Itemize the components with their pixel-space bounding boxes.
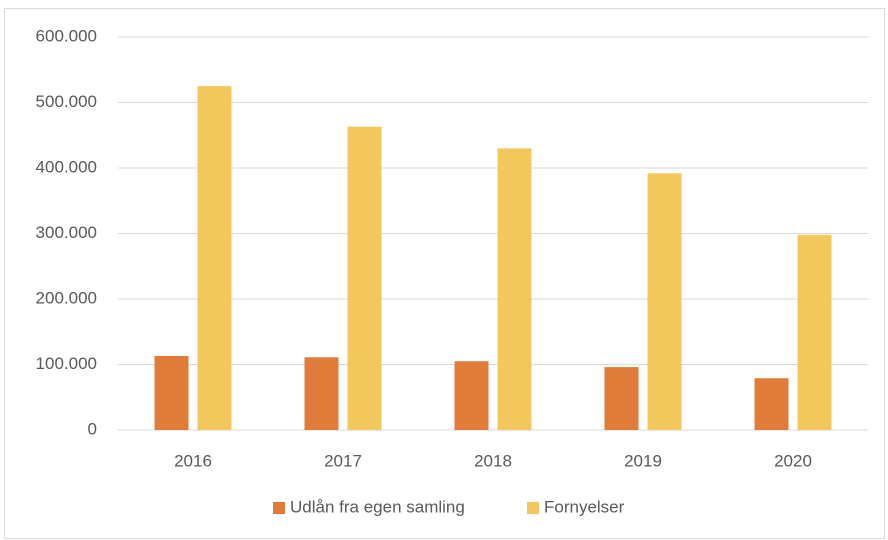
x-tick-label: 2020 xyxy=(774,451,812,470)
y-tick-label: 500.000 xyxy=(36,92,97,111)
y-tick-label: 600.000 xyxy=(36,26,97,45)
bar xyxy=(347,126,382,431)
legend-label: Fornyelser xyxy=(544,497,625,516)
legend-swatch xyxy=(527,502,539,514)
bar xyxy=(304,357,339,430)
x-tick-label: 2017 xyxy=(324,451,362,470)
bar xyxy=(647,173,682,431)
y-tick-label: 300.000 xyxy=(36,223,97,242)
legend-label: Udlån fra egen samling xyxy=(290,497,465,516)
x-tick-label: 2019 xyxy=(624,451,662,470)
bar xyxy=(497,148,532,430)
y-tick-label: 400.000 xyxy=(36,157,97,176)
y-tick-label: 0 xyxy=(88,419,97,438)
x-tick-label: 2018 xyxy=(474,451,512,470)
legend-swatch xyxy=(273,502,285,514)
y-tick-label: 200.000 xyxy=(36,288,97,307)
chart-border xyxy=(4,8,885,539)
y-tick-label: 100.000 xyxy=(36,354,97,373)
bar xyxy=(454,361,489,430)
bar xyxy=(197,86,232,430)
x-tick-label: 2016 xyxy=(174,451,212,470)
bar xyxy=(604,367,639,430)
bar xyxy=(154,355,189,430)
bar xyxy=(797,234,832,430)
bar xyxy=(754,378,789,430)
